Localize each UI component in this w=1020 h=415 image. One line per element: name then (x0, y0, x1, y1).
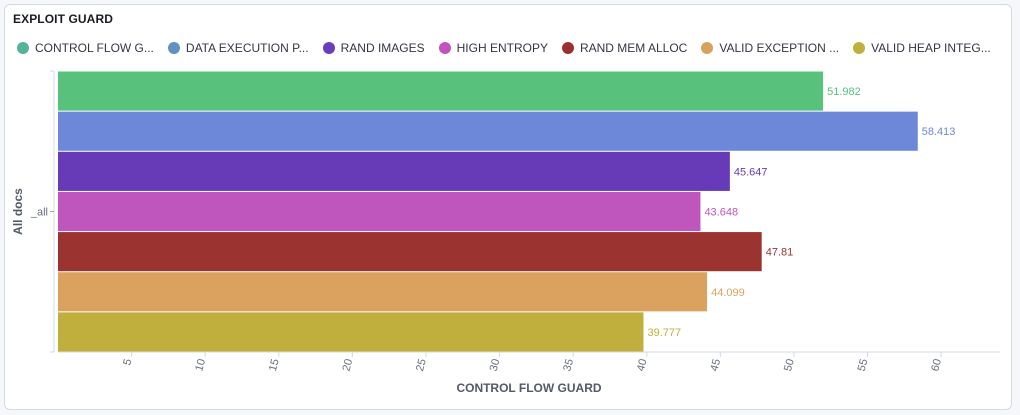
legend-item[interactable]: RAND MEM ALLOC (561, 41, 687, 55)
chart-legend: CONTROL FLOW G... DATA EXECUTION P... RAND… (17, 41, 1007, 61)
x-tick-label: 60 (929, 358, 944, 373)
legend-dot-icon (322, 42, 335, 54)
x-tick-label: 30 (488, 358, 503, 373)
x-tick-label: 50 (782, 358, 797, 373)
data-label: 44.099 (711, 287, 745, 299)
y-axis-title: All docs (11, 188, 25, 235)
x-tick-label: 10 (193, 358, 208, 373)
bar (58, 111, 918, 151)
legend-item[interactable]: VALID EXCEPTION ... (701, 41, 839, 55)
data-label: 39.777 (647, 327, 681, 339)
legend-dot-icon (561, 42, 574, 54)
x-tick-label: 15 (267, 358, 282, 373)
data-label: 43.648 (704, 207, 738, 219)
legend-dot-icon (853, 42, 866, 54)
legend-item[interactable]: RAND IMAGES (322, 41, 425, 55)
bar (58, 151, 730, 191)
x-tick-label: 45 (708, 358, 723, 373)
legend-item[interactable]: VALID HEAP INTEG... (853, 41, 991, 55)
x-tick-label: 5 (121, 358, 134, 367)
legend-item[interactable]: CONTROL FLOW G... (17, 41, 154, 55)
legend-item[interactable]: DATA EXECUTION P... (167, 41, 309, 55)
x-tick-label: 35 (561, 358, 576, 373)
legend-dot-icon (167, 42, 180, 54)
data-label: 58.413 (922, 126, 956, 138)
data-label: 45.647 (734, 166, 768, 178)
data-label: 51.982 (827, 86, 861, 98)
bar (58, 71, 824, 111)
bar (58, 312, 644, 352)
x-tick-label: 55 (856, 358, 871, 373)
bar (58, 272, 708, 312)
legend-item[interactable]: HIGH ENTROPY (438, 41, 548, 55)
legend-dot-icon (701, 42, 714, 54)
bar (58, 191, 701, 232)
x-axis-title: CONTROL FLOW GUARD (456, 381, 601, 395)
legend-dot-icon (438, 42, 451, 54)
x-tick-label: 25 (414, 358, 429, 373)
bar (58, 232, 762, 272)
x-tick-label: 40 (635, 358, 650, 373)
x-tick-label: 20 (341, 358, 356, 373)
data-label: 47.81 (766, 247, 794, 259)
panel-title: EXPLOIT GUARD (13, 12, 113, 26)
legend-dot-icon (17, 42, 29, 54)
y-tick-label: _all (30, 207, 48, 219)
